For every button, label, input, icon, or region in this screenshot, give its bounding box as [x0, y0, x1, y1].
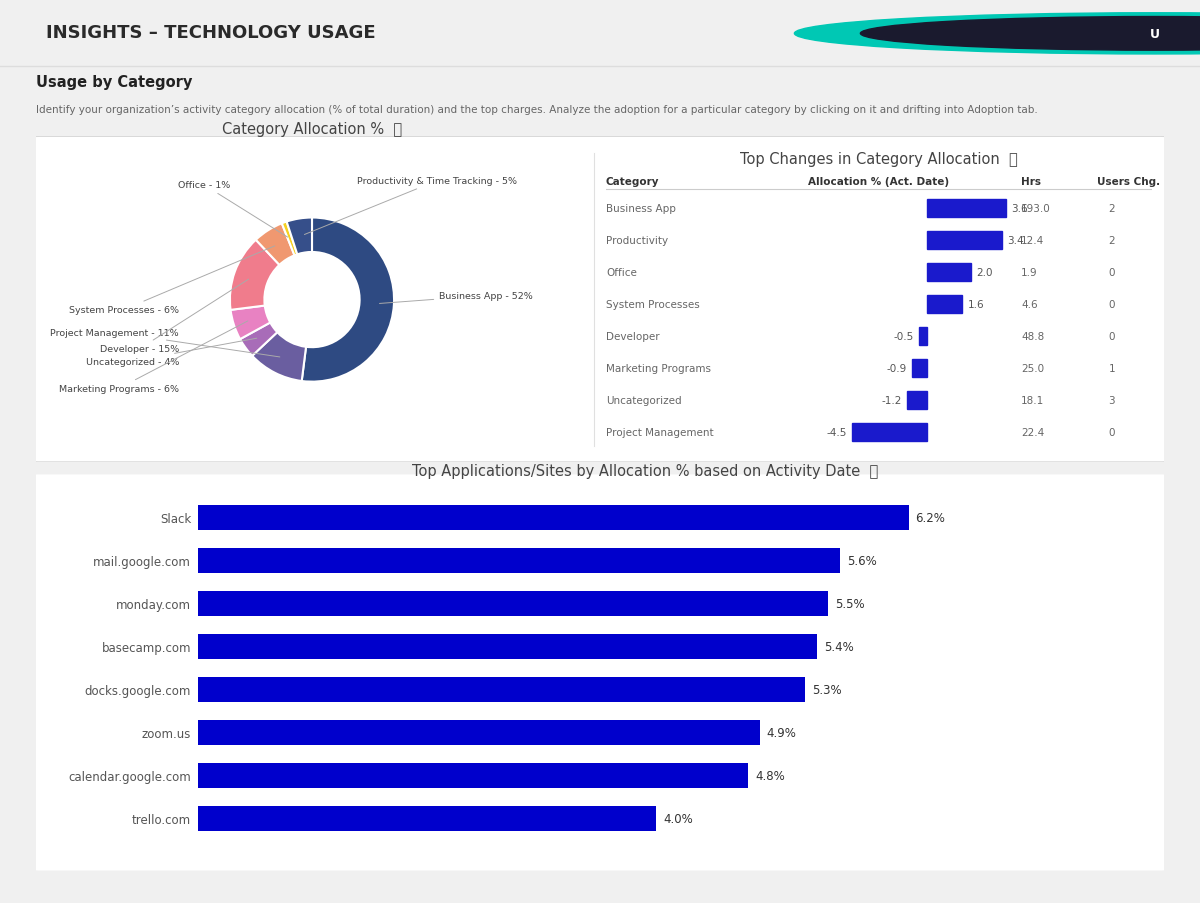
Text: Developer: Developer — [606, 331, 660, 341]
Text: Identify your organization’s activity category allocation (% of total duration) : Identify your organization’s activity ca… — [36, 105, 1038, 116]
Text: U: U — [1150, 28, 1159, 41]
Text: 2.0: 2.0 — [977, 267, 992, 277]
Text: Uncategorized - 4%: Uncategorized - 4% — [85, 339, 257, 367]
Text: 22.4: 22.4 — [1021, 427, 1044, 437]
Text: 0: 0 — [1109, 427, 1115, 437]
FancyBboxPatch shape — [29, 137, 1171, 462]
Text: Marketing Programs - 6%: Marketing Programs - 6% — [59, 321, 248, 394]
Text: 1: 1 — [1109, 363, 1115, 373]
Bar — [198, 806, 656, 831]
Text: Top Changes in Category Allocation  ⓘ: Top Changes in Category Allocation ⓘ — [740, 153, 1018, 167]
Text: Office: Office — [606, 267, 637, 277]
Bar — [928, 296, 962, 313]
Circle shape — [794, 14, 1200, 55]
Bar — [928, 264, 971, 282]
Wedge shape — [287, 219, 312, 255]
Text: System Processes: System Processes — [606, 300, 700, 310]
Bar — [907, 392, 928, 409]
Text: Office - 1%: Office - 1% — [178, 181, 288, 237]
Wedge shape — [230, 240, 280, 311]
Bar — [852, 424, 928, 441]
Text: Hrs: Hrs — [1021, 177, 1040, 187]
Text: 12.4: 12.4 — [1021, 236, 1044, 246]
Text: 5.6%: 5.6% — [847, 554, 876, 567]
Text: 4.9%: 4.9% — [767, 726, 797, 740]
Text: 3.4: 3.4 — [1007, 236, 1024, 246]
Wedge shape — [282, 222, 298, 256]
Text: Uncategorized: Uncategorized — [606, 396, 682, 405]
Bar — [198, 506, 908, 530]
Text: 3: 3 — [1109, 396, 1115, 405]
Text: 5.5%: 5.5% — [835, 597, 865, 610]
Text: Category: Category — [606, 177, 660, 187]
Text: 3.6: 3.6 — [1012, 204, 1028, 214]
Text: 5.4%: 5.4% — [824, 640, 853, 653]
Text: Project Management: Project Management — [606, 427, 714, 437]
Bar — [919, 328, 928, 345]
Text: 0: 0 — [1109, 331, 1115, 341]
Text: 18.1: 18.1 — [1021, 396, 1044, 405]
FancyBboxPatch shape — [29, 474, 1171, 871]
Text: 6.2%: 6.2% — [916, 511, 946, 525]
Text: 0: 0 — [1109, 300, 1115, 310]
Text: 25.0: 25.0 — [1021, 363, 1044, 373]
Bar — [912, 359, 928, 377]
Text: 2: 2 — [1109, 204, 1115, 214]
Bar — [928, 232, 1002, 249]
Text: -4.5: -4.5 — [827, 427, 847, 437]
Bar — [198, 721, 760, 745]
Text: INSIGHTS – TECHNOLOGY USAGE: INSIGHTS – TECHNOLOGY USAGE — [46, 24, 376, 42]
Wedge shape — [240, 323, 277, 357]
Bar — [928, 200, 1006, 218]
Text: Business App: Business App — [606, 204, 676, 214]
Text: 48.8: 48.8 — [1021, 331, 1044, 341]
Text: 0: 0 — [1109, 267, 1115, 277]
Text: Developer - 15%: Developer - 15% — [100, 280, 248, 354]
Circle shape — [860, 17, 1200, 51]
Bar — [198, 677, 805, 703]
Title: Top Applications/Sites by Allocation % based on Activity Date  ⓘ: Top Applications/Sites by Allocation % b… — [412, 463, 878, 479]
Text: Business App - 52%: Business App - 52% — [379, 292, 533, 304]
Text: 5.3%: 5.3% — [812, 684, 842, 696]
Text: Productivity & Time Tracking - 5%: Productivity & Time Tracking - 5% — [305, 177, 517, 236]
Text: Project Management - 11%: Project Management - 11% — [50, 329, 280, 358]
Text: Marketing Programs: Marketing Programs — [606, 363, 710, 373]
Wedge shape — [230, 306, 270, 340]
Text: Allocation % (Act. Date): Allocation % (Act. Date) — [808, 177, 949, 187]
Bar — [198, 634, 817, 659]
Text: Productivity: Productivity — [606, 236, 668, 246]
Text: Usage by Category: Usage by Category — [36, 74, 192, 89]
Text: 1.6: 1.6 — [967, 300, 984, 310]
Wedge shape — [252, 333, 306, 382]
Text: System Processes - 6%: System Processes - 6% — [70, 247, 275, 314]
Text: 193.0: 193.0 — [1021, 204, 1051, 214]
Bar — [198, 591, 828, 616]
Text: 1.9: 1.9 — [1021, 267, 1038, 277]
Bar — [198, 548, 840, 573]
Text: -1.2: -1.2 — [881, 396, 901, 405]
Text: 4.6: 4.6 — [1021, 300, 1038, 310]
Wedge shape — [301, 219, 394, 382]
Text: 2: 2 — [1109, 236, 1115, 246]
Text: Users Chg.: Users Chg. — [1098, 177, 1160, 187]
Title: Category Allocation %  ⓘ: Category Allocation % ⓘ — [222, 121, 402, 136]
Text: 4.0%: 4.0% — [664, 812, 694, 825]
Text: 4.8%: 4.8% — [755, 769, 785, 782]
Wedge shape — [256, 224, 294, 265]
Text: -0.5: -0.5 — [893, 331, 913, 341]
Text: -0.9: -0.9 — [887, 363, 907, 373]
Bar — [198, 763, 748, 788]
